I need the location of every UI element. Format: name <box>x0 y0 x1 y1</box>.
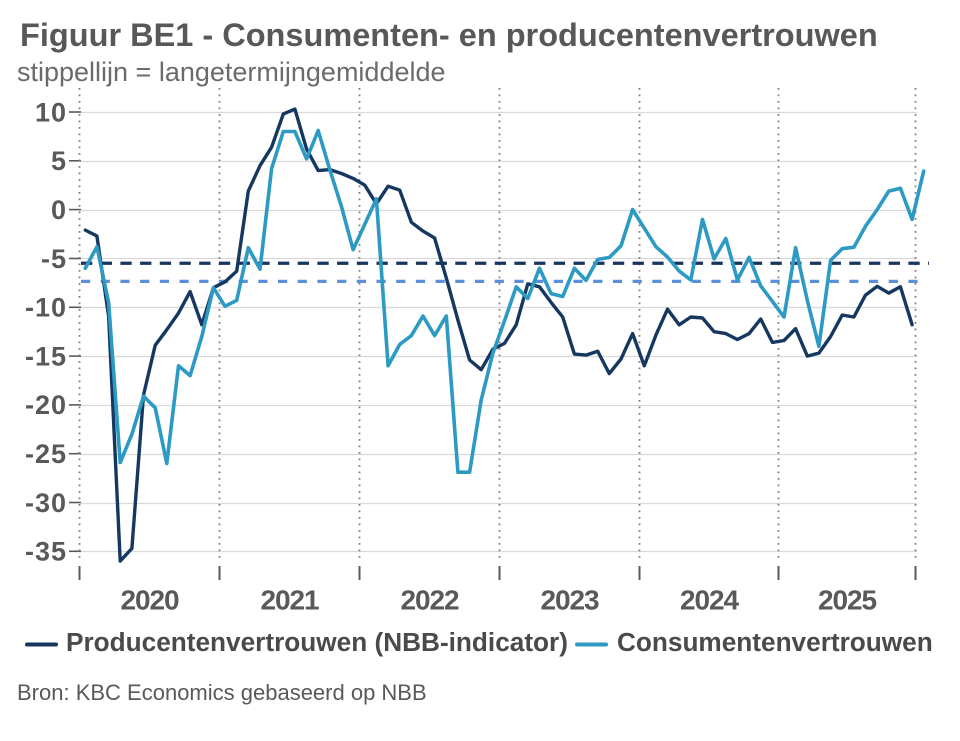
svg-text:-10: -10 <box>25 293 67 323</box>
svg-text:-20: -20 <box>25 390 67 420</box>
svg-text:-5: -5 <box>41 244 67 274</box>
svg-text:2024: 2024 <box>680 585 739 616</box>
svg-text:2020: 2020 <box>121 585 179 616</box>
svg-text:-35: -35 <box>25 537 67 567</box>
svg-text:-30: -30 <box>25 488 67 518</box>
svg-text:2025: 2025 <box>818 585 876 616</box>
svg-text:0: 0 <box>51 195 67 225</box>
svg-text:2021: 2021 <box>261 585 319 616</box>
svg-text:10: 10 <box>35 97 67 127</box>
svg-text:-15: -15 <box>25 341 67 371</box>
svg-text:5: 5 <box>51 146 67 176</box>
svg-text:2022: 2022 <box>401 585 459 616</box>
svg-text:-25: -25 <box>25 439 67 469</box>
svg-text:2023: 2023 <box>541 585 599 616</box>
